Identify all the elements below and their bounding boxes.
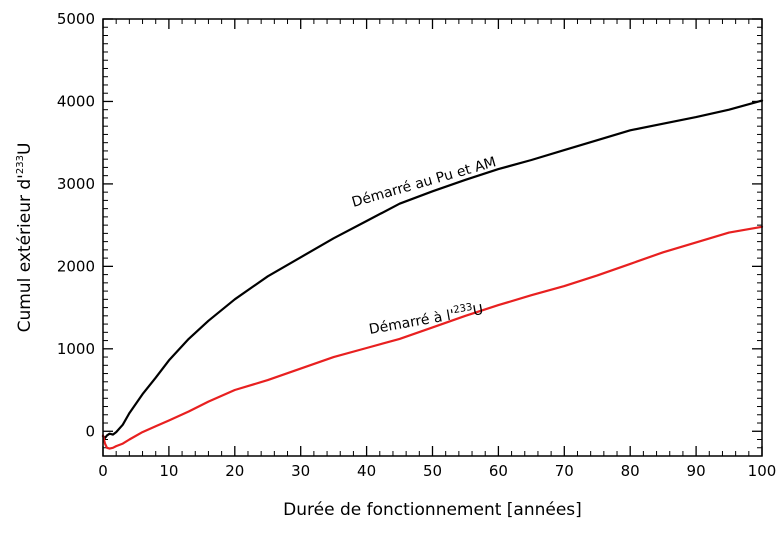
y-axis-title: Cumul extérieur d'233U (15, 143, 35, 333)
series-annotation-1: Démarré au Pu et AM (350, 154, 498, 211)
x-tick-label: 0 (98, 462, 108, 480)
x-tick-label: 20 (225, 462, 244, 480)
x-tick-label: 40 (357, 462, 376, 480)
y-tick-label: 3000 (57, 175, 95, 193)
series-group (101, 99, 764, 450)
y-tick-label: 2000 (57, 257, 95, 275)
x-tick-label: 100 (748, 462, 777, 480)
y-axis-title-prefix: Cumul extérieur d' (15, 174, 35, 332)
y-tick-label: 0 (85, 422, 95, 440)
x-tick-label: 30 (291, 462, 310, 480)
y-axis-title-suffix: U (15, 143, 35, 155)
y-axis-title-sup: 233 (15, 155, 26, 174)
tick-labels: 0 10 20 30 40 50 60 70 80 90 100010002000300040005… (57, 10, 777, 480)
minor-ticks (103, 19, 762, 456)
x-axis-title: Durée de fonctionnement [années] (283, 500, 582, 520)
x-tick-label: 50 (423, 462, 442, 480)
y-tick-label: 5000 (57, 10, 95, 28)
y-tick-label: 1000 (57, 340, 95, 358)
x-tick-label: 60 (489, 462, 508, 480)
x-tick-label: 90 (687, 462, 706, 480)
annotations: Démarré au Pu et AM Démarré à l'233U (350, 154, 498, 338)
x-tick-label: 70 (555, 462, 574, 480)
x-tick-label: 10 (159, 462, 178, 480)
plot-frame (102, 18, 763, 457)
series-line-2 (101, 225, 764, 450)
series-line-1 (101, 99, 764, 439)
major-ticks (102, 18, 763, 456)
x-tick-label: 80 (621, 462, 640, 480)
series-annotation-2: Démarré à l'233U (367, 300, 484, 338)
y-tick-label: 4000 (57, 92, 95, 110)
